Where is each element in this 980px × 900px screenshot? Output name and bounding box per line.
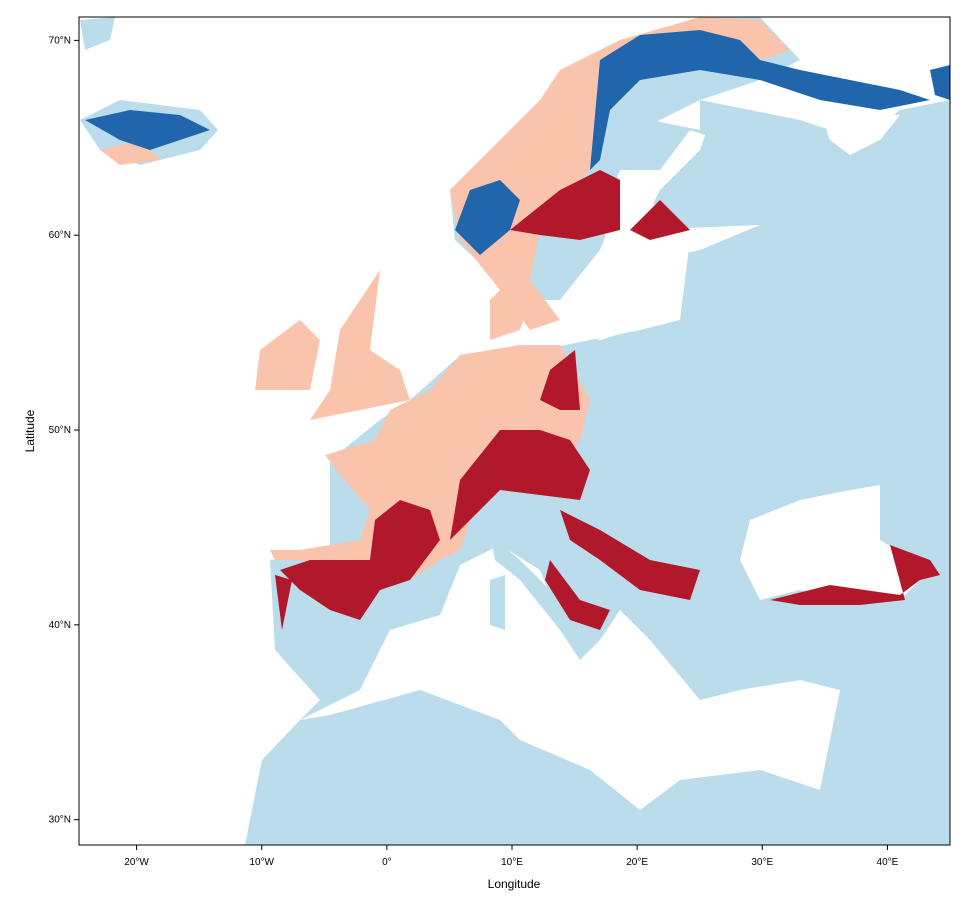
region-peach (490, 280, 530, 340)
x-tick-label: 10°W (249, 857, 274, 868)
sea (300, 545, 840, 810)
x-tick-label: 20°W (124, 857, 149, 868)
y-tick-label: 50°N (49, 425, 71, 436)
x-tick-label: 20°E (626, 857, 648, 868)
region-red (540, 350, 580, 410)
region-red (280, 500, 440, 620)
region-red (275, 575, 292, 630)
region-blue (590, 30, 930, 170)
y-tick-label: 40°N (49, 620, 71, 631)
x-tick-label: 40°E (877, 857, 899, 868)
x-axis-label: Longitude (488, 877, 541, 891)
x-tick-label: 10°E (501, 857, 523, 868)
region-blue (455, 180, 520, 255)
region-red (510, 170, 620, 240)
y-tick-label: 30°N (49, 815, 71, 826)
map-layers (80, 17, 950, 845)
region-blue (85, 110, 210, 150)
sea (740, 485, 930, 600)
land (490, 535, 600, 660)
region-red (545, 560, 610, 630)
plot-frame (78, 16, 951, 846)
region-red (560, 510, 700, 600)
region-red (450, 430, 590, 540)
x-tick-label: 0° (382, 857, 392, 868)
region-peach (450, 17, 790, 330)
region-peach (310, 270, 410, 420)
region-blue (930, 65, 950, 100)
region-peach (270, 345, 590, 580)
x-tick-label: 30°E (751, 857, 773, 868)
land (80, 17, 115, 50)
region-peach (255, 320, 320, 390)
y-axis-label: Latitude (23, 409, 37, 452)
y-tick-label: 70°N (49, 35, 71, 46)
axes: 20°W 10°W 0° 10°E 20°E 30°E 40°E 30°N 40°N 50°N 60… (49, 35, 899, 868)
region-red (630, 200, 690, 240)
region-red (770, 545, 940, 605)
sea (820, 110, 900, 155)
y-tick-label: 60°N (49, 230, 71, 241)
land (490, 575, 505, 630)
